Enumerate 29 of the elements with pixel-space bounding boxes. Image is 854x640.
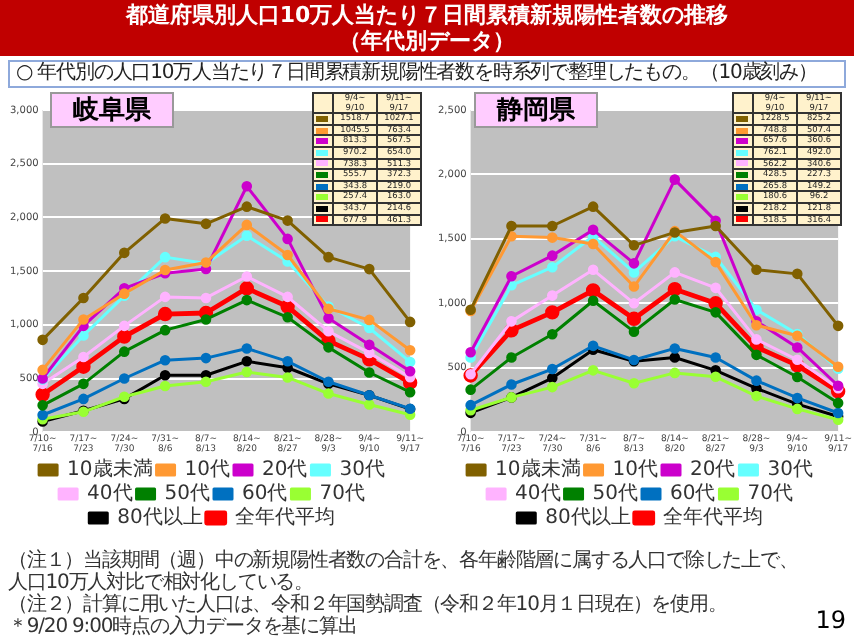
legend-label: 30代 [339, 459, 385, 482]
legend-label: 20代 [262, 459, 308, 482]
legend-label: 全年代平均 [234, 505, 335, 530]
legend-label: 60代 [670, 483, 716, 506]
text: （注２）計算に用いた人口は、令和２年国勢調査（令和２年10月１日現在）を使用。 [8, 594, 729, 616]
text: ○ 年代別の人口10万人当たり７日間累積新規陽性者数を時系列で整理したもの。（10歳刻み） [8, 60, 846, 88]
legend-label: 40代 [515, 483, 561, 506]
legend-label: 60代 [242, 483, 288, 506]
text: ＊9/20 9:00時点の入力データを基に算出 [8, 616, 359, 638]
legend-label: 40代 [87, 483, 133, 506]
legend-label: 70代 [319, 483, 365, 506]
legend-label: 10代 [184, 459, 231, 482]
legend-label: 30代 [767, 459, 813, 482]
text: （年代別データ） [337, 28, 517, 54]
text: 都道府県別人口10万人当たり７日間累積新規陽性者数の推移 [123, 2, 731, 28]
legend-label: 10代 [612, 459, 659, 482]
legend-label: 20代 [690, 459, 736, 482]
legend-label: 全年代平均 [662, 505, 763, 530]
text: 19 [815, 606, 846, 634]
legend-label: 50代 [592, 483, 639, 506]
legend-label: 70代 [747, 483, 793, 506]
chart-title: 岐阜県 [50, 92, 174, 128]
legend-label: 50代 [164, 483, 211, 506]
legend-label: 10歳未満 [67, 457, 153, 482]
legend-label: 80代以上 [545, 505, 631, 530]
text: （注１）当該期間（週）中の新規陽性者数の合計を、各年齢階層に属する人口で除した上で、人口10万人対比で相対化している。 [8, 550, 798, 594]
chart-title: 静岡県 [474, 92, 598, 128]
legend-label: 80代以上 [117, 505, 203, 530]
legend-label: 10歳未満 [495, 457, 581, 482]
